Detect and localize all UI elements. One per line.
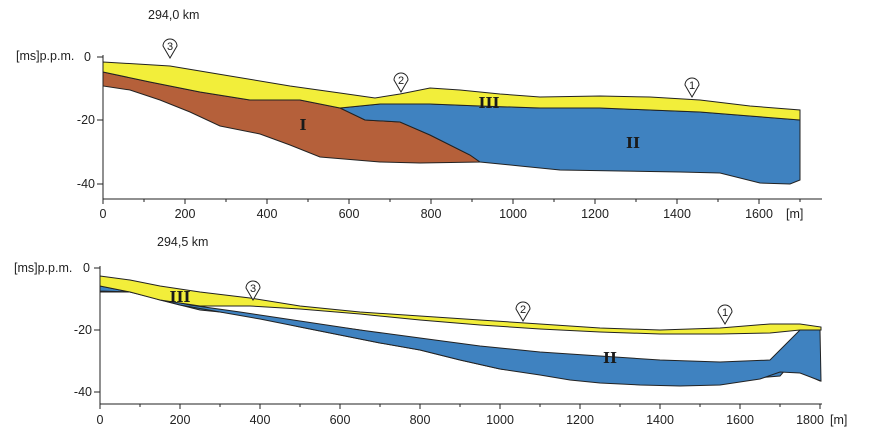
y-axis-label: [ms]p.p.m. <box>14 261 72 275</box>
marker-pin-3: 3 <box>245 280 261 301</box>
x-tick-label: 1400 <box>646 413 674 427</box>
x-tick-label: 1000 <box>499 207 527 221</box>
x-tick-label: 0 <box>100 207 107 221</box>
x-tick-label: 800 <box>410 413 431 427</box>
x-tick-label: 600 <box>330 413 351 427</box>
x-tick-label: 1200 <box>566 413 594 427</box>
x-tick-label: 400 <box>257 207 278 221</box>
x-tick-label: 1400 <box>663 207 691 221</box>
marker-number: 3 <box>250 283 256 295</box>
profile-294-5: 294,5 km [ms]p.p.m. [m] 0 -20 -40 <box>14 235 847 427</box>
marker-pin-1: 1 <box>684 77 700 98</box>
x-tick-label: 1200 <box>581 207 609 221</box>
marker-pin-2: 2 <box>393 72 409 93</box>
x-tick-label: 1600 <box>745 207 773 221</box>
y-axis-label: [ms]p.p.m. <box>16 49 74 63</box>
x-tick-label: 1600 <box>726 413 754 427</box>
y-tick-label: -20 <box>77 113 95 127</box>
x-tick-label: 1800 <box>796 413 824 427</box>
x-axis-unit: [m] <box>830 413 847 427</box>
x-tick-label: 200 <box>170 413 191 427</box>
layer-label-II: II <box>603 349 617 367</box>
layer-label-III: III <box>478 94 499 112</box>
marker-pin-1: 1 <box>717 304 733 325</box>
profile-title: 294,5 km <box>157 235 208 249</box>
x-axis-unit: [m] <box>786 207 803 221</box>
layer-label-I: I <box>299 116 306 134</box>
layer-label-III: III <box>169 288 190 306</box>
y-tick-label: -40 <box>74 385 92 399</box>
x-tick-label: 600 <box>339 207 360 221</box>
marker-number: 2 <box>520 304 526 316</box>
y-tick-label: 0 <box>84 50 91 64</box>
y-tick-label: -20 <box>74 323 92 337</box>
marker-number: 3 <box>167 41 173 53</box>
marker-number: 1 <box>722 307 728 319</box>
marker-number: 1 <box>689 80 695 92</box>
profile-title: 294,0 km <box>148 8 199 22</box>
x-ticks <box>102 199 801 204</box>
x-tick-label: 200 <box>175 207 196 221</box>
layer-II-body <box>99 285 822 387</box>
x-ticks <box>99 404 821 409</box>
x-tick-label: 400 <box>250 413 271 427</box>
marker-pin-2: 2 <box>515 301 531 322</box>
marker-pin-3: 3 <box>162 38 178 59</box>
layer-label-II: II <box>626 134 640 152</box>
x-tick-label: 0 <box>97 413 104 427</box>
x-tick-label: 800 <box>421 207 442 221</box>
x-tick-label: 1000 <box>486 413 514 427</box>
y-tick-label: -40 <box>77 177 95 191</box>
layer-III-area <box>99 275 822 335</box>
profile-294-0: 294,0 km [ms]p.p.m. [m] 0 -20 -40 <box>16 8 822 221</box>
marker-number: 2 <box>398 75 404 87</box>
y-tick-label: 0 <box>83 261 90 275</box>
layer-III-area <box>102 61 801 121</box>
